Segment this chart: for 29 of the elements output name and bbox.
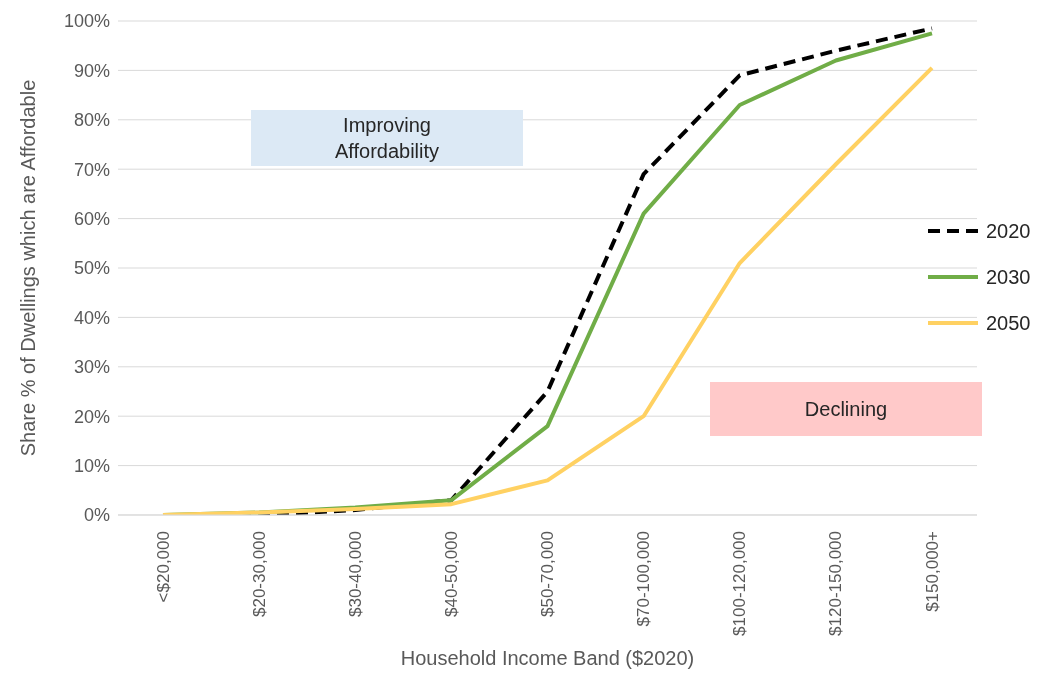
x-axis-title: Household Income Band ($2020) bbox=[400, 647, 695, 669]
note-box: Declining bbox=[710, 382, 982, 436]
x-tick-label: $20-30,000 bbox=[249, 531, 269, 618]
x-tick-label: $120-150,000 bbox=[826, 531, 846, 636]
x-tick-label: $150,000+ bbox=[922, 530, 942, 612]
legend-label: 2020 bbox=[986, 219, 1031, 243]
y-tick-label: 90% bbox=[73, 60, 110, 81]
y-tick-label: 60% bbox=[73, 208, 110, 229]
y-tick-label: 100% bbox=[63, 11, 110, 32]
y-tick-label: 70% bbox=[73, 159, 110, 180]
y-tick-label: 50% bbox=[73, 258, 110, 279]
x-tick-label: $70-100,000 bbox=[634, 531, 654, 627]
x-tick-label: $30-40,000 bbox=[345, 531, 365, 618]
legend-label: 2030 bbox=[986, 265, 1031, 289]
y-tick-label: 30% bbox=[73, 357, 110, 378]
y-tick-label: 80% bbox=[73, 110, 110, 131]
y-tick-label: 10% bbox=[73, 455, 110, 476]
x-tick-label: $100-120,000 bbox=[730, 531, 750, 636]
note-box: Improving Affordability bbox=[251, 110, 523, 166]
annotation: Improving Affordability bbox=[333, 113, 441, 164]
y-tick-label: 20% bbox=[73, 406, 110, 427]
x-tick-label: $40-50,000 bbox=[441, 531, 461, 618]
legend-label: 2050 bbox=[986, 311, 1031, 335]
y-tick-label: 40% bbox=[73, 307, 110, 328]
x-tick-label: $50-70,000 bbox=[538, 531, 557, 618]
y-axis-title: Share % of Dwellings which are Affordable bbox=[17, 79, 40, 457]
x-tick-label: <$20,000 bbox=[153, 531, 173, 603]
y-tick-label: 0% bbox=[83, 505, 110, 526]
annotation: Declining bbox=[803, 397, 889, 422]
